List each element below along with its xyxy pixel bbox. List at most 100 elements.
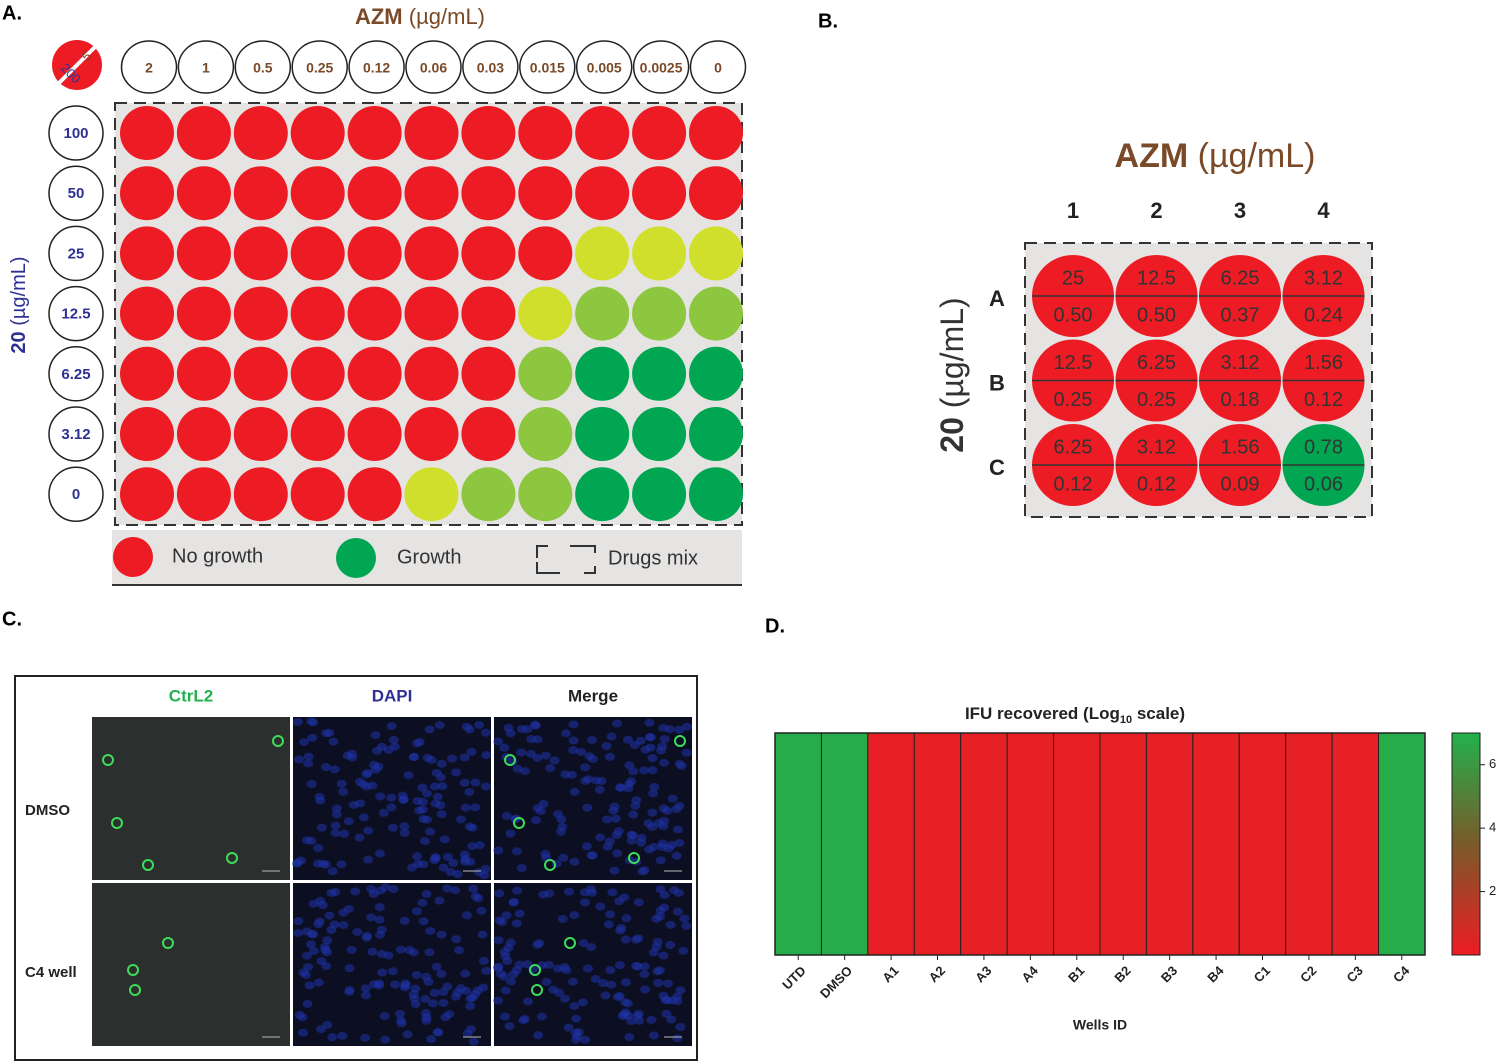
colorbar-tick-label: 2 <box>1489 883 1496 898</box>
nucleus <box>672 1034 682 1042</box>
well <box>177 287 231 341</box>
nucleus <box>345 986 355 994</box>
well <box>234 407 288 461</box>
well <box>120 407 174 461</box>
well-bottom-label: 0.09 <box>1221 473 1260 495</box>
nucleus <box>451 935 461 943</box>
x-tick-label: C4 <box>1390 962 1413 985</box>
nucleus <box>610 867 620 875</box>
column-label: DAPI <box>372 686 413 705</box>
well <box>405 467 459 521</box>
nucleus <box>582 804 592 812</box>
x-tick-label: C2 <box>1297 963 1319 985</box>
well <box>120 226 174 280</box>
nucleus <box>318 901 328 909</box>
well <box>518 287 572 341</box>
nucleus <box>607 888 617 896</box>
nucleus <box>533 735 543 743</box>
chart-title: IFU recovered (Log10 scale) <box>965 704 1185 725</box>
well <box>291 166 345 220</box>
nucleus <box>388 824 398 832</box>
nucleus <box>448 859 458 867</box>
nucleus <box>628 767 638 775</box>
nucleus <box>375 792 385 800</box>
well <box>348 467 402 521</box>
row-label: B <box>989 370 1005 395</box>
well-top-label: 1.56 <box>1221 436 1260 458</box>
x-tick-label: A4 <box>1019 962 1042 985</box>
well <box>291 407 345 461</box>
nucleus <box>646 733 656 741</box>
nucleus <box>657 843 667 851</box>
row-label: 25 <box>68 245 85 262</box>
nucleus <box>400 829 410 837</box>
column-label: CtrL2 <box>169 686 213 705</box>
x-tick-label: B4 <box>1204 962 1227 985</box>
drug-name: 20 <box>8 331 30 353</box>
well <box>689 407 743 461</box>
nucleus <box>494 936 504 944</box>
heatmap-cell <box>775 733 821 955</box>
row-label: C <box>989 455 1005 480</box>
column-label: 0.005 <box>587 60 622 76</box>
nucleus <box>426 1035 436 1043</box>
column-label: 1 <box>202 60 210 76</box>
nucleus <box>420 995 430 1003</box>
drug-name: 20 <box>934 417 970 453</box>
nucleus <box>437 760 447 768</box>
row-label: 100 <box>63 125 88 142</box>
nucleus <box>338 788 348 796</box>
nucleus <box>612 719 622 727</box>
nucleus <box>672 852 682 860</box>
well <box>177 106 231 160</box>
nucleus <box>580 899 590 907</box>
nucleus <box>304 753 314 761</box>
nucleus <box>375 850 385 858</box>
nucleus <box>561 729 571 737</box>
nucleus <box>522 725 532 733</box>
nucleus <box>550 756 560 764</box>
nucleus <box>619 893 629 901</box>
legend-swatch <box>336 538 376 578</box>
nucleus <box>293 718 303 726</box>
nucleus <box>663 980 673 988</box>
nucleus <box>533 1031 543 1039</box>
nucleus <box>481 729 491 737</box>
nucleus <box>612 849 622 857</box>
well <box>234 166 288 220</box>
nucleus <box>339 830 349 838</box>
nucleus <box>377 968 387 976</box>
nucleus <box>350 887 360 895</box>
nucleus <box>613 993 623 1001</box>
nucleus <box>409 753 419 761</box>
well <box>632 287 686 341</box>
well <box>348 106 402 160</box>
x-tick-label: A3 <box>972 963 994 985</box>
nucleus <box>338 921 348 929</box>
well <box>348 226 402 280</box>
nucleus <box>612 831 622 839</box>
nucleus <box>649 948 659 956</box>
heatmap-cell <box>1146 733 1192 955</box>
nucleus <box>615 927 625 935</box>
nucleus <box>396 946 406 954</box>
well <box>461 407 515 461</box>
nucleus <box>380 1036 390 1044</box>
nucleus <box>390 980 400 988</box>
nucleus <box>580 1036 590 1044</box>
panel-label: C. <box>2 608 22 630</box>
nucleus <box>587 889 597 897</box>
nucleus <box>355 834 365 842</box>
well <box>120 106 174 160</box>
nucleus <box>481 967 491 975</box>
nucleus <box>409 995 419 1003</box>
well <box>518 166 572 220</box>
well-bottom-label: 0.50 <box>1054 304 1093 326</box>
well <box>348 347 402 401</box>
well <box>518 226 572 280</box>
nucleus <box>308 900 318 908</box>
nucleus <box>465 823 475 831</box>
nucleus <box>499 744 509 752</box>
nucleus <box>504 944 514 952</box>
nucleus <box>644 719 654 727</box>
